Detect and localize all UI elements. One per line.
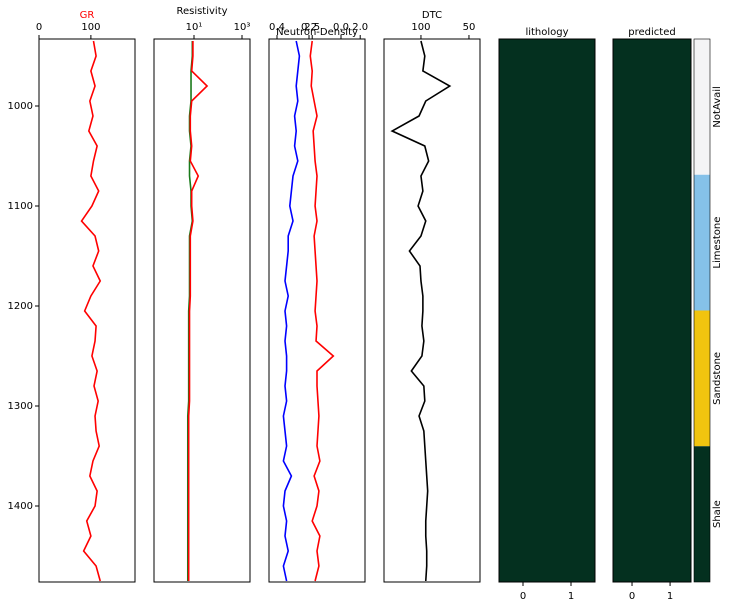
panel-frame [268,38,366,583]
y-tick-label: 1300 [8,401,33,412]
log-curve [309,40,335,582]
x-tick-label: 0.0 [333,22,349,33]
x-tick-label: 0 [520,591,526,602]
colorbar-segment [694,174,710,311]
panel-title: predicted [628,27,675,38]
facies-interval [499,39,595,582]
panel-title: GR [80,10,95,21]
colorbar-segment [694,39,710,175]
log-curve [390,40,452,582]
x-tick-label: 0 [36,22,42,33]
panel-frame [153,38,251,583]
panel-title: DTC [422,10,442,21]
panel-frame [38,38,136,583]
panel-title: lithology [525,27,568,38]
x-tick-label: 50 [463,22,476,33]
colorbar-segment [694,446,710,582]
x-tick-label: 10³ [234,22,251,33]
colorbar-label: Sandstone [712,352,723,405]
panel-frame [612,38,692,583]
x-tick-label: 1 [568,591,574,602]
colorbar-label: NotAvail [712,86,723,127]
panel-frame [498,38,596,583]
x-tick-label: 2.0 [352,22,368,33]
x-tick-label: 0.4 [269,22,285,33]
x-tick-label: 1 [667,591,673,602]
y-tick-label: 1000 [8,101,33,112]
log-curve [187,41,209,581]
x-tick-label: 2.5 [304,22,320,33]
facies-interval [613,39,691,582]
colorbar-label: Shale [712,500,723,528]
colorbar-frame [693,38,711,583]
x-tick-label: 0.2 [301,22,317,33]
panel-frame [383,38,481,583]
x-tick-label: 100 [411,22,430,33]
log-curve [80,40,102,582]
y-tick-label: 1400 [8,501,33,512]
y-tick-label: 1200 [8,301,33,312]
panel-title: Resistivity [176,6,227,17]
log-curve [282,40,301,582]
y-tick-label: 1100 [8,201,33,212]
colorbar-segment [694,310,710,447]
panel-title: Neutron-Density [276,27,358,38]
colorbar-label: Limestone [712,217,723,269]
x-tick-label: 10¹ [186,22,203,33]
x-tick-label: 0 [629,591,635,602]
x-tick-label: 100 [81,22,100,33]
